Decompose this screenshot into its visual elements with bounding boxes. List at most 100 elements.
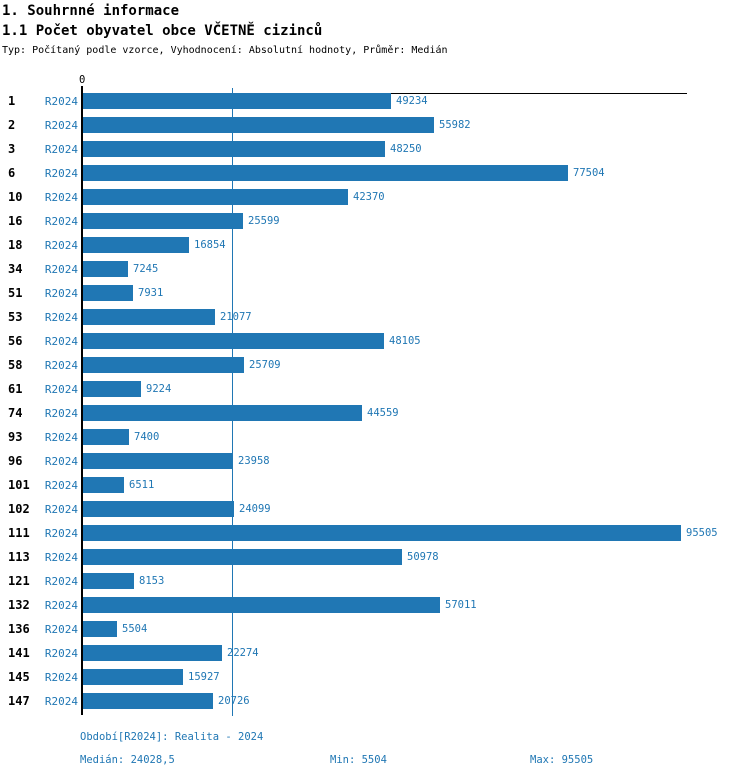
row-series-label: R2024 xyxy=(44,119,78,132)
bar-value-label: 25709 xyxy=(249,359,281,371)
row-series-label: R2024 xyxy=(44,167,78,180)
row-category-label: 111 xyxy=(8,526,30,540)
bar-value-label: 5504 xyxy=(122,623,148,635)
row-category-label: 3 xyxy=(8,142,16,156)
bar xyxy=(83,213,243,229)
bar xyxy=(83,501,234,517)
row-category-label: 53 xyxy=(8,310,23,324)
bar xyxy=(83,645,222,661)
footer-period-label: Období[R2024]: Realita - 2024 xyxy=(80,731,264,743)
bar-value-label: 77504 xyxy=(573,167,605,179)
row-category-label: 145 xyxy=(8,670,30,684)
row-category-label: 96 xyxy=(8,454,23,468)
bar-value-label: 24099 xyxy=(239,503,271,515)
bar-value-label: 44559 xyxy=(367,407,399,419)
row-category-label: 102 xyxy=(8,502,30,516)
bar xyxy=(83,285,133,301)
row-category-label: 16 xyxy=(8,214,23,228)
bar-value-label: 9224 xyxy=(146,383,172,395)
bar-value-label: 50978 xyxy=(407,551,439,563)
bar xyxy=(83,621,117,637)
bar xyxy=(83,117,434,133)
bar-value-label: 8153 xyxy=(139,575,165,587)
row-series-label: R2024 xyxy=(44,311,78,324)
row-series-label: R2024 xyxy=(44,263,78,276)
bar xyxy=(83,165,568,181)
bar xyxy=(83,453,233,469)
row-series-label: R2024 xyxy=(44,95,78,108)
bar-value-label: 57011 xyxy=(445,599,477,611)
row-category-label: 101 xyxy=(8,478,30,492)
row-series-label: R2024 xyxy=(44,335,78,348)
row-series-label: R2024 xyxy=(44,551,78,564)
bar xyxy=(83,477,124,493)
bar-value-label: 25599 xyxy=(248,215,280,227)
bar-value-label: 21077 xyxy=(220,311,252,323)
report-subtitle: 1.1 Počet obyvatel obce VČETNĚ cizinců xyxy=(2,23,323,39)
bar xyxy=(83,693,213,709)
row-category-label: 56 xyxy=(8,334,23,348)
bar-value-label: 48250 xyxy=(390,143,422,155)
row-category-label: 18 xyxy=(8,238,23,252)
row-series-label: R2024 xyxy=(44,599,78,612)
row-series-label: R2024 xyxy=(44,647,78,660)
row-category-label: 93 xyxy=(8,430,23,444)
median-gridline xyxy=(232,88,233,716)
bar-value-label: 7931 xyxy=(138,287,164,299)
bar-value-label: 6511 xyxy=(129,479,155,491)
x-axis-zero-tick-label: 0 xyxy=(79,74,86,86)
bar xyxy=(83,141,385,157)
bar-value-label: 49234 xyxy=(396,95,428,107)
row-series-label: R2024 xyxy=(44,407,78,420)
row-series-label: R2024 xyxy=(44,575,78,588)
row-category-label: 58 xyxy=(8,358,23,372)
bar-value-label: 7245 xyxy=(133,263,159,275)
bar xyxy=(83,261,128,277)
bar-value-label: 48105 xyxy=(389,335,421,347)
row-series-label: R2024 xyxy=(44,623,78,636)
bar xyxy=(83,357,244,373)
row-category-label: 74 xyxy=(8,406,23,420)
bar-value-label: 20726 xyxy=(218,695,250,707)
bar-value-label: 55982 xyxy=(439,119,471,131)
row-category-label: 1 xyxy=(8,94,16,108)
bar-value-label: 22274 xyxy=(227,647,259,659)
row-series-label: R2024 xyxy=(44,287,78,300)
row-series-label: R2024 xyxy=(44,215,78,228)
row-series-label: R2024 xyxy=(44,671,78,684)
bar-value-label: 23958 xyxy=(238,455,270,467)
row-series-label: R2024 xyxy=(44,503,78,516)
row-category-label: 136 xyxy=(8,622,30,636)
row-category-label: 51 xyxy=(8,286,23,300)
row-series-label: R2024 xyxy=(44,383,78,396)
row-category-label: 132 xyxy=(8,598,30,612)
bar-value-label: 15927 xyxy=(188,671,220,683)
footer-median-label: Medián: 24028,5 xyxy=(80,754,175,766)
row-series-label: R2024 xyxy=(44,191,78,204)
bar xyxy=(83,573,134,589)
y-axis-line xyxy=(81,86,83,715)
row-category-label: 113 xyxy=(8,550,30,564)
report-meta-line: Typ: Počítaný podle vzorce, Vyhodnocení:… xyxy=(2,45,448,56)
bar xyxy=(83,525,681,541)
bar-value-label: 7400 xyxy=(134,431,160,443)
bar xyxy=(83,309,215,325)
row-series-label: R2024 xyxy=(44,695,78,708)
row-category-label: 141 xyxy=(8,646,30,660)
bar xyxy=(83,237,189,253)
bar xyxy=(83,333,384,349)
bar-value-label: 16854 xyxy=(194,239,226,251)
bar xyxy=(83,381,141,397)
bar xyxy=(83,405,362,421)
row-category-label: 6 xyxy=(8,166,16,180)
row-series-label: R2024 xyxy=(44,431,78,444)
row-series-label: R2024 xyxy=(44,359,78,372)
row-series-label: R2024 xyxy=(44,527,78,540)
bar xyxy=(83,597,440,613)
row-series-label: R2024 xyxy=(44,455,78,468)
bar xyxy=(83,549,402,565)
bar-value-label: 42370 xyxy=(353,191,385,203)
row-category-label: 61 xyxy=(8,382,23,396)
